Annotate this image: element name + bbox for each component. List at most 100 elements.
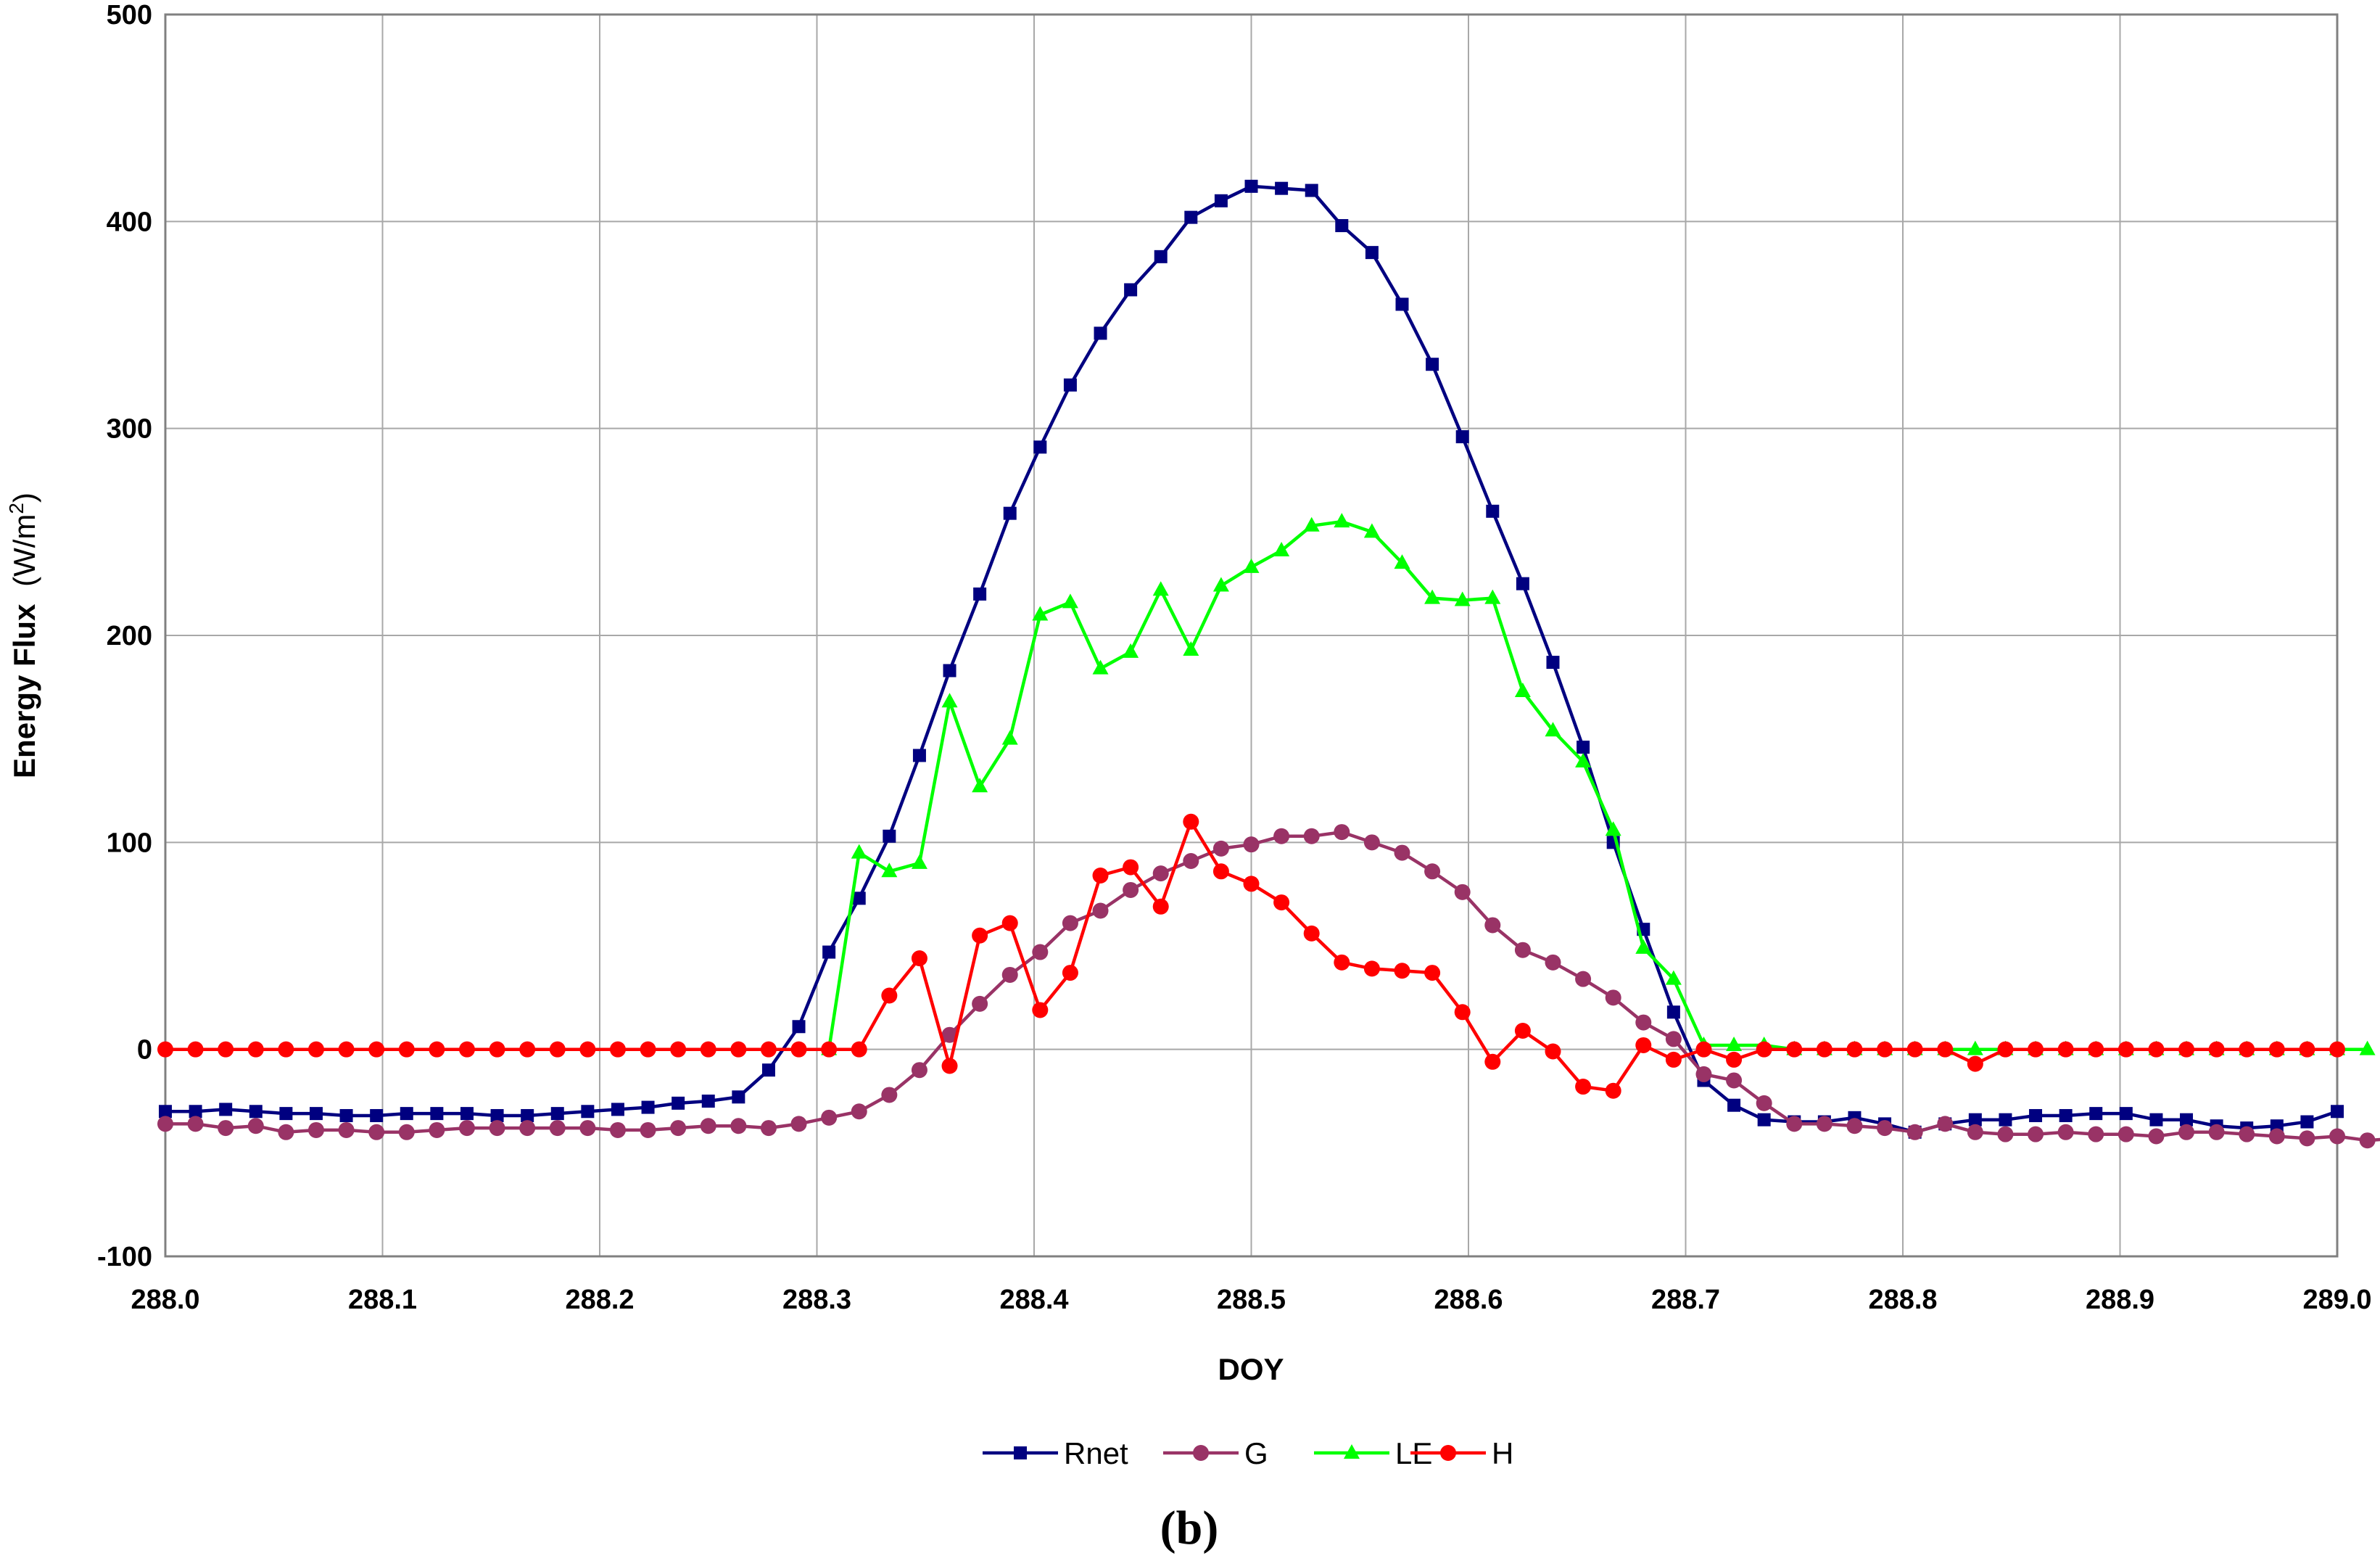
data-point (2117, 1041, 2134, 1058)
data-point (1032, 1002, 1049, 1018)
data-point (2178, 1041, 2195, 1058)
y-axis-title-unit-close: ) (7, 493, 41, 503)
data-point (2329, 1041, 2346, 1058)
data-point (1665, 970, 1682, 985)
data-point (187, 1116, 204, 1132)
data-point (368, 1041, 385, 1058)
legend-label: H (1492, 1436, 1513, 1470)
x-tick-label: 288.4 (999, 1285, 1068, 1315)
data-point (1424, 589, 1441, 604)
data-point (1577, 741, 1590, 754)
data-point (2148, 1041, 2165, 1058)
data-point (1273, 894, 1290, 911)
data-point (1363, 960, 1380, 977)
legend-marker (1014, 1446, 1027, 1459)
data-point (2359, 1132, 2376, 1149)
data-point (851, 1041, 867, 1058)
data-point (1757, 1113, 1771, 1127)
series-g (157, 824, 2380, 1149)
data-point (458, 1120, 475, 1137)
data-point (1545, 954, 1561, 971)
series-le (821, 513, 2376, 1055)
data-point (941, 693, 958, 708)
data-point (1575, 1079, 1592, 1095)
data-point (701, 1095, 715, 1108)
x-tick-label: 288.6 (1434, 1285, 1503, 1315)
data-point (157, 1041, 173, 1058)
data-point (2148, 1128, 2165, 1145)
data-point (1183, 641, 1199, 656)
data-point (640, 1121, 656, 1138)
data-point (279, 1107, 293, 1121)
data-point (581, 1105, 595, 1119)
data-point (1695, 1066, 1712, 1082)
x-axis-title: DOY (1218, 1352, 1284, 1386)
data-point (2359, 1040, 2376, 1055)
data-point (247, 1118, 264, 1134)
data-point (1424, 965, 1441, 981)
data-point (1967, 1124, 1983, 1140)
y-axis-tick-labels: -100 0 100 200 300 400 500 (97, 0, 152, 1272)
data-point (1273, 542, 1290, 557)
data-point (1454, 591, 1471, 606)
data-point (519, 1041, 536, 1058)
data-point (1695, 1041, 1712, 1058)
data-point (1967, 1055, 1983, 1072)
data-point (1334, 513, 1350, 528)
data-point (1305, 184, 1318, 197)
y-tick-label: -100 (97, 1242, 152, 1272)
data-series (157, 179, 2380, 1149)
data-point (1123, 881, 1139, 898)
data-point (1486, 504, 1500, 518)
data-point (1665, 1031, 1682, 1047)
data-point (1484, 917, 1501, 934)
data-point (1545, 722, 1561, 737)
data-point (1877, 1120, 1893, 1137)
legend: Rnet G LE H (983, 1436, 1513, 1470)
data-point (458, 1041, 475, 1058)
data-point (1001, 915, 1018, 931)
legend-marker (1193, 1445, 1209, 1461)
data-point (700, 1118, 716, 1134)
data-point (278, 1041, 294, 1058)
data-point (1273, 828, 1290, 844)
data-point (218, 1120, 234, 1137)
data-point (1212, 577, 1229, 592)
data-point (1665, 1051, 1682, 1068)
data-point (430, 1107, 444, 1121)
data-point (278, 1124, 294, 1140)
data-point (1968, 1113, 1982, 1127)
data-point (730, 1041, 747, 1058)
data-point (1394, 554, 1410, 569)
data-point (760, 1120, 777, 1137)
data-point (2268, 1128, 2285, 1145)
data-point (2299, 1041, 2315, 1058)
data-point (1756, 1095, 1772, 1111)
data-point (1786, 1041, 1803, 1058)
data-point (1243, 876, 1260, 892)
data-point (609, 1041, 626, 1058)
data-point (249, 1105, 263, 1119)
data-point (2331, 1105, 2344, 1119)
data-point (247, 1041, 264, 1058)
data-point (1124, 283, 1138, 297)
data-point (429, 1041, 445, 1058)
data-point (1334, 824, 1350, 841)
data-point (307, 1041, 324, 1058)
y-tick-label: 200 (107, 621, 152, 651)
data-point (338, 1041, 355, 1058)
data-point (851, 844, 867, 859)
legend-marker (1440, 1445, 1456, 1461)
data-point (1967, 1040, 1983, 1055)
x-tick-label: 288.0 (131, 1285, 199, 1315)
data-point (1275, 181, 1289, 195)
y-tick-label: 300 (107, 414, 152, 445)
data-point (1786, 1116, 1803, 1132)
data-point (2057, 1124, 2074, 1140)
x-axis-tick-labels: 288.0 288.1 288.2 288.3 288.4 288.5 288.6 288.7… (131, 1285, 2371, 1315)
data-point (2117, 1126, 2134, 1142)
data-point (1726, 1036, 1743, 1051)
data-point (792, 1020, 806, 1034)
legend-item-g: G (1163, 1436, 1268, 1470)
data-point (640, 1041, 656, 1058)
